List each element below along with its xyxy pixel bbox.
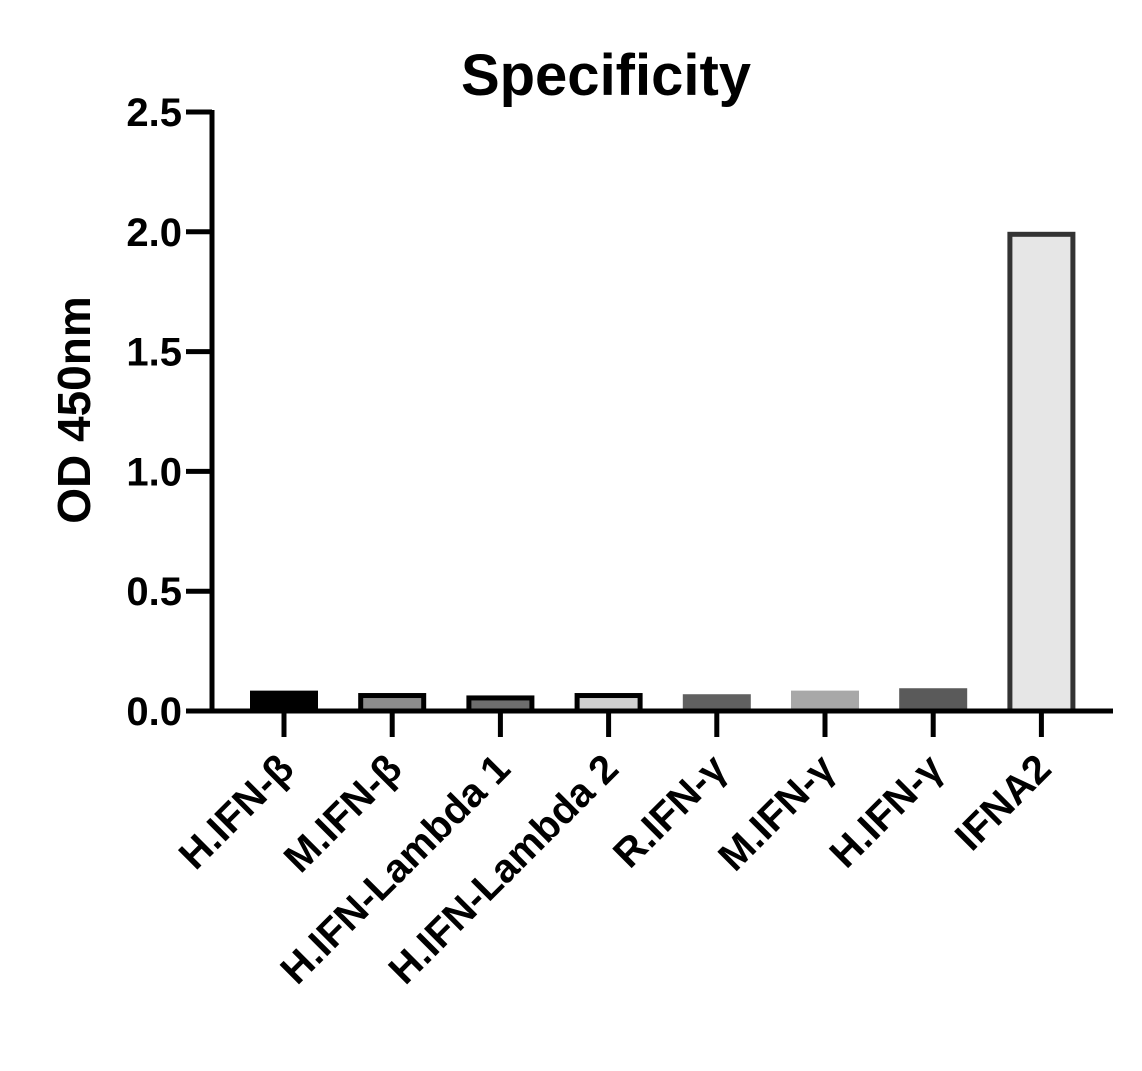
y-axis-label: OD 450nm — [48, 296, 100, 524]
y-tick-label: 1.5 — [126, 331, 182, 375]
x-axis: H.IFN-βM.IFN-βH.IFN-Lambda 1H.IFN-Lambda… — [171, 708, 1113, 993]
x-tick-label: R.IFN-γ — [605, 746, 736, 877]
y-tick-label: 0.0 — [126, 690, 182, 734]
y-tick-label: 2.0 — [126, 211, 182, 255]
bar — [250, 690, 318, 714]
bar — [791, 690, 859, 714]
bar — [899, 688, 968, 714]
bars-group — [250, 231, 1076, 714]
x-tick-label: H.IFN-β — [171, 746, 303, 878]
y-tick-label: 2.5 — [126, 91, 182, 135]
chart-title: Specificity — [461, 43, 751, 108]
y-tick-label: 1.0 — [126, 450, 182, 494]
y-tick-label: 0.5 — [126, 570, 182, 614]
bar — [1007, 231, 1076, 714]
x-tick-label: IFNA2 — [947, 746, 1060, 859]
x-tick-label: H.IFN-γ — [821, 746, 952, 877]
x-tick-label: M.IFN-γ — [710, 746, 844, 880]
y-axis: 0.0 0.5 1.0 1.5 2.0 2.5 — [126, 91, 215, 734]
